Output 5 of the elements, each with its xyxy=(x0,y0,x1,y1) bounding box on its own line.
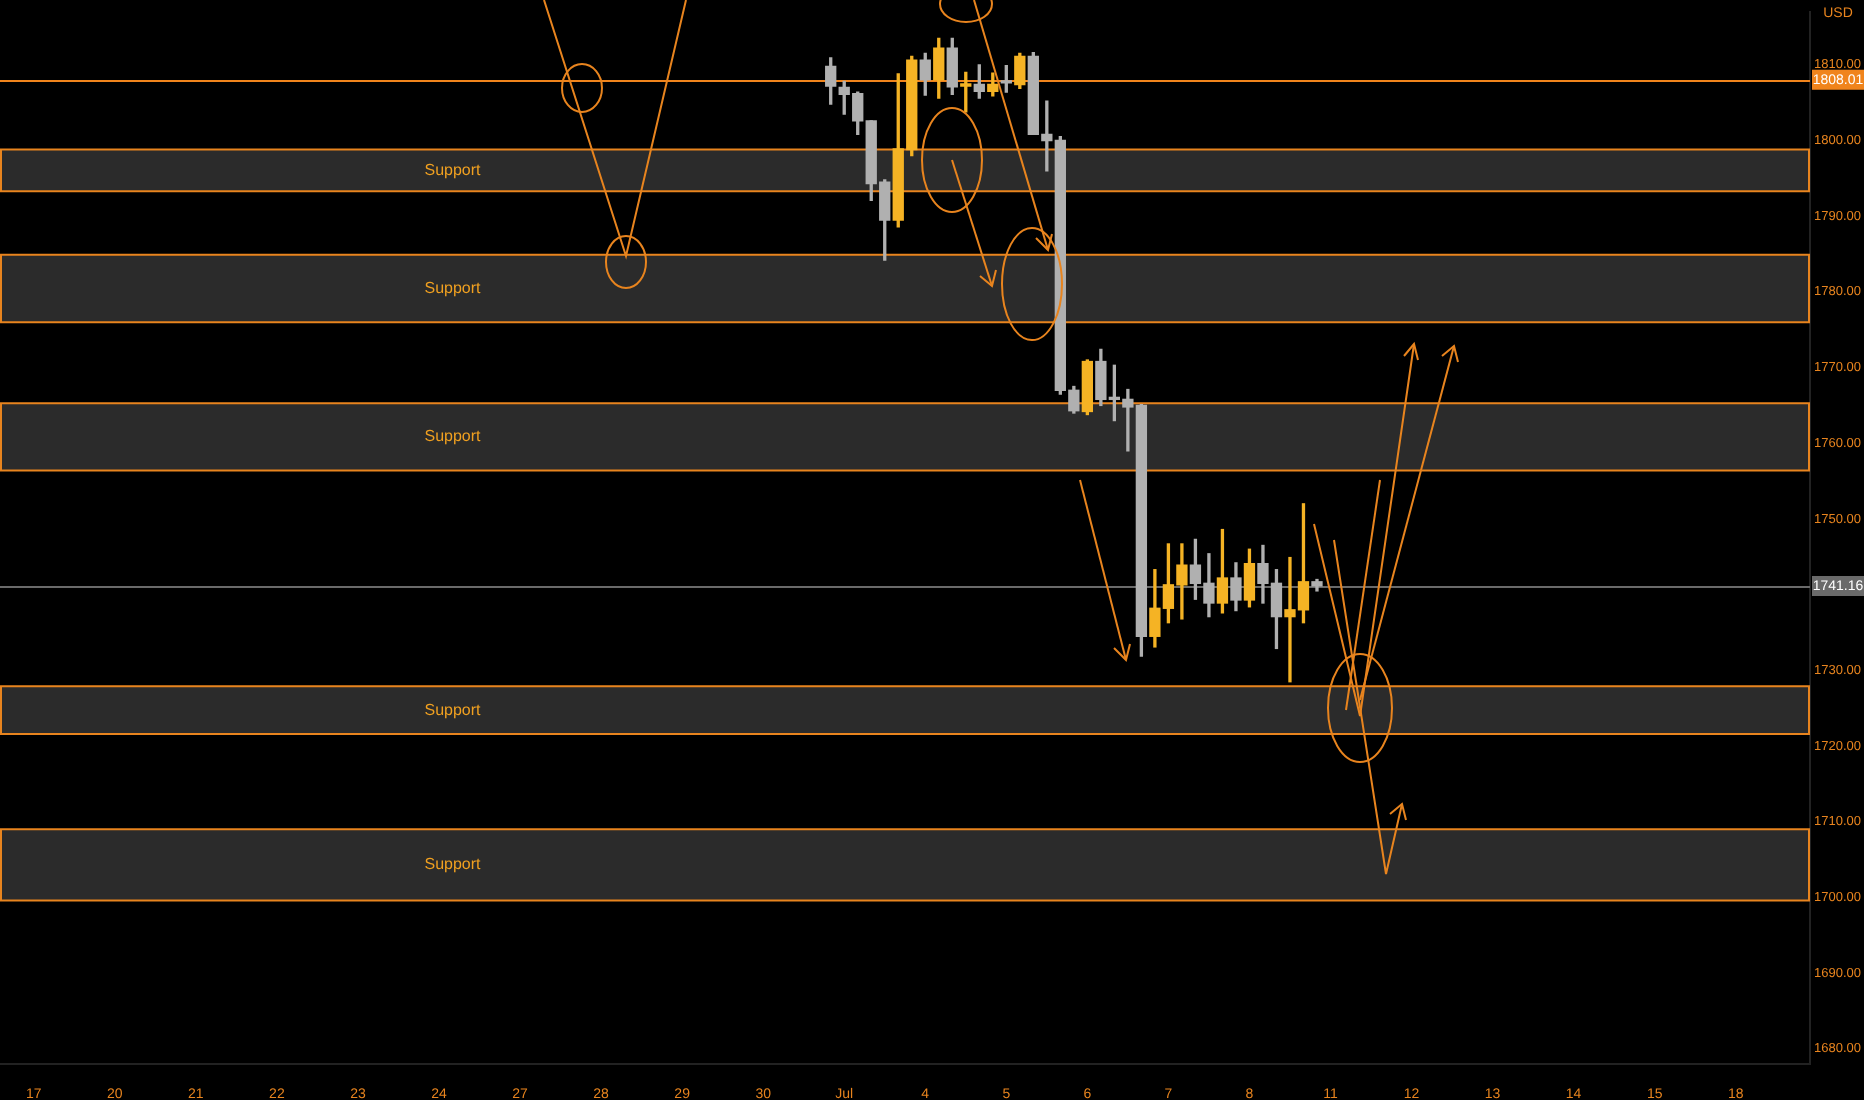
band-label: Support xyxy=(424,278,483,297)
band-label: Support xyxy=(424,700,483,719)
band-label: Support xyxy=(424,427,483,446)
band-label: Support xyxy=(424,855,483,874)
band-label: Support xyxy=(424,160,483,179)
